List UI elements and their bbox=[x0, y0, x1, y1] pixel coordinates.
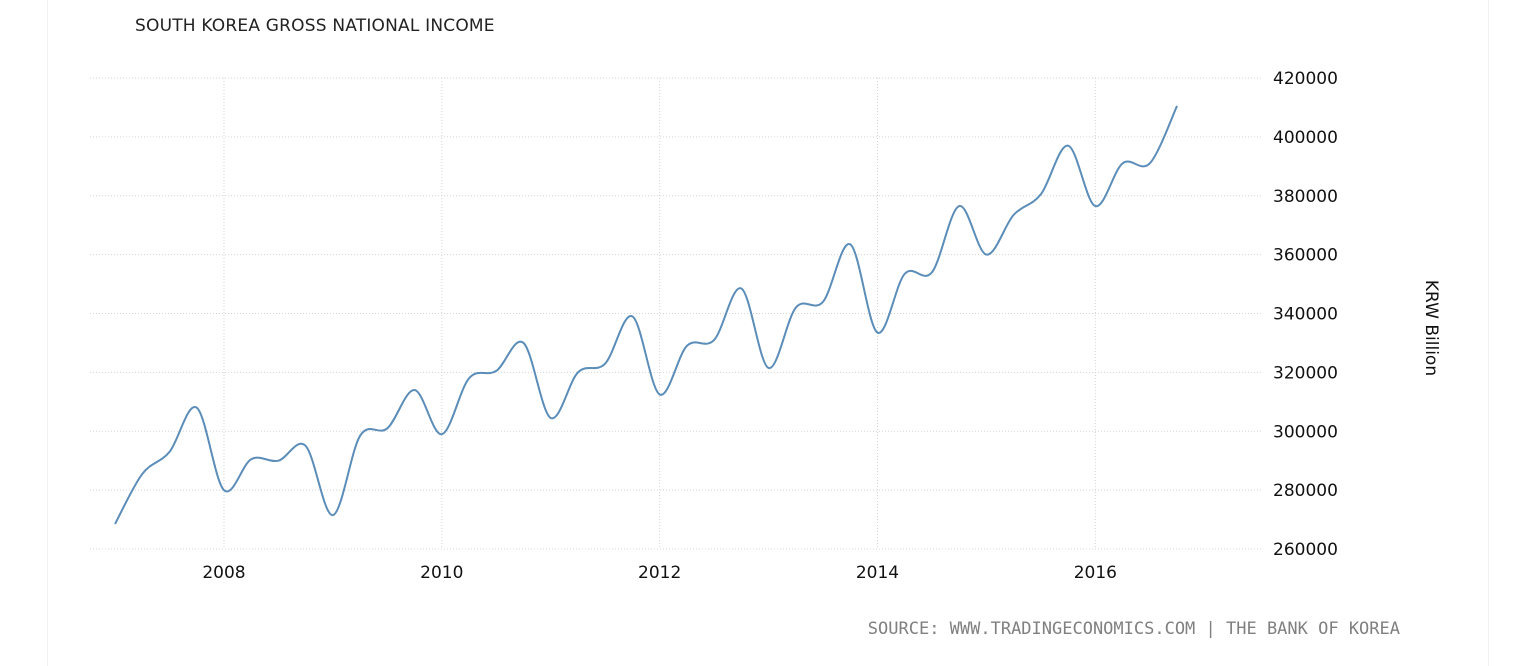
data-point bbox=[496, 370, 497, 371]
data-point bbox=[142, 473, 143, 474]
data-point bbox=[360, 435, 361, 436]
chart-title: SOUTH KOREA GROSS NATIONAL INCOME bbox=[135, 16, 495, 36]
data-point bbox=[305, 445, 306, 446]
y-tick-label: 300000 bbox=[1273, 422, 1338, 442]
chart-panel bbox=[47, 0, 1489, 666]
y-axis-ticks: 260000 280000 300000 320000 340000 360000 3800… bbox=[1273, 69, 1338, 560]
data-point bbox=[1095, 206, 1096, 207]
y-tick-label: 260000 bbox=[1273, 540, 1338, 560]
x-tick-label: 2010 bbox=[420, 563, 463, 583]
data-point bbox=[332, 515, 333, 516]
data-point bbox=[169, 451, 170, 452]
y-axis-label: KRW Billion bbox=[1421, 279, 1441, 377]
data-point bbox=[850, 244, 851, 245]
data-point bbox=[387, 428, 388, 429]
x-tick-label: 2008 bbox=[202, 563, 245, 583]
data-point bbox=[1149, 163, 1150, 164]
data-point bbox=[605, 363, 606, 364]
x-axis-ticks: 2008 2010 2012 2014 2016 bbox=[202, 563, 1117, 583]
data-point bbox=[223, 490, 224, 491]
data-point bbox=[714, 339, 715, 340]
data-point bbox=[1122, 163, 1123, 164]
data-point bbox=[550, 418, 551, 419]
data-point bbox=[278, 460, 279, 461]
data-point bbox=[986, 254, 987, 255]
data-point bbox=[632, 316, 633, 317]
data-point bbox=[251, 459, 252, 460]
y-tick-label: 320000 bbox=[1273, 363, 1338, 383]
data-point bbox=[469, 378, 470, 379]
data-point bbox=[115, 523, 116, 524]
data-point bbox=[904, 273, 905, 274]
y-tick-label: 380000 bbox=[1273, 187, 1338, 207]
data-point bbox=[823, 301, 824, 302]
data-point bbox=[1040, 194, 1041, 195]
data-point bbox=[1177, 105, 1178, 106]
data-point bbox=[659, 394, 660, 395]
y-tick-label: 360000 bbox=[1273, 246, 1338, 266]
series-layer bbox=[114, 105, 1178, 525]
y-tick-label: 280000 bbox=[1273, 481, 1338, 501]
data-point bbox=[686, 345, 687, 346]
x-tick-label: 2012 bbox=[638, 563, 681, 583]
grid-layer bbox=[90, 77, 1262, 550]
data-point bbox=[523, 342, 524, 343]
data-point bbox=[795, 307, 796, 308]
source-credit: SOURCE: WWW.TRADINGECONOMICS.COM | THE B… bbox=[867, 619, 1400, 639]
data-point bbox=[1013, 214, 1014, 215]
data-point bbox=[959, 206, 960, 207]
data-point bbox=[931, 272, 932, 273]
data-point bbox=[196, 407, 197, 408]
data-point bbox=[768, 367, 769, 368]
data-point bbox=[741, 288, 742, 289]
x-tick-label: 2014 bbox=[856, 563, 899, 583]
y-tick-label: 420000 bbox=[1273, 69, 1338, 89]
y-tick-label: 400000 bbox=[1273, 128, 1338, 148]
y-tick-label: 340000 bbox=[1273, 305, 1338, 325]
series-line bbox=[114, 105, 1178, 525]
x-tick-label: 2016 bbox=[1074, 563, 1117, 583]
data-point bbox=[577, 372, 578, 373]
data-point bbox=[877, 332, 878, 333]
data-point bbox=[414, 390, 415, 391]
data-point bbox=[441, 434, 442, 435]
data-point bbox=[1068, 145, 1069, 146]
